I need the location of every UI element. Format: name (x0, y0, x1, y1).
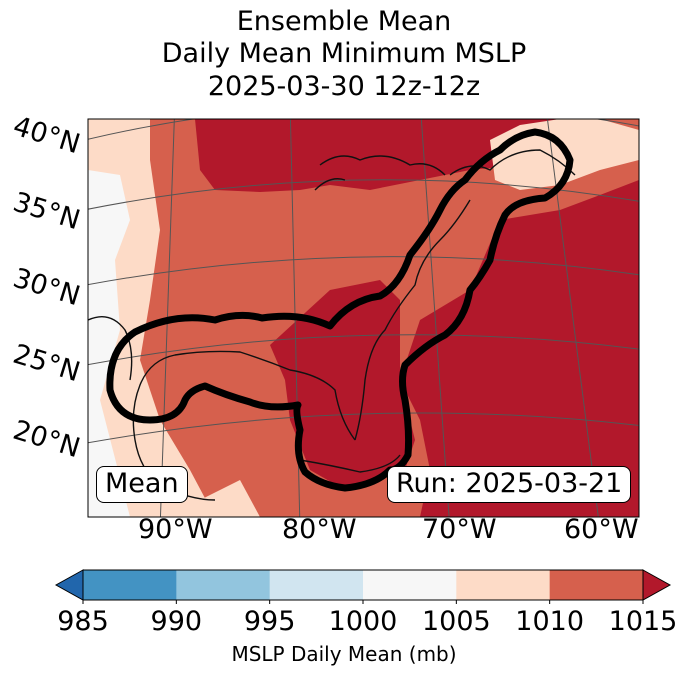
colorbar-tick-label: 990 (150, 606, 203, 637)
colorbar (54, 569, 672, 604)
field-1015-atlantic (400, 180, 639, 517)
graticule (88, 119, 639, 517)
colorbar-segment (549, 570, 644, 600)
colorbar-segment (269, 570, 364, 600)
lon-label-70w: 70°W (422, 514, 497, 545)
colorbar-segment (176, 570, 271, 600)
colorbar-label: MSLP Daily Mean (mb) (231, 642, 457, 666)
colorbar-tick-label: 985 (57, 606, 109, 637)
mean-label-box: Mean (96, 466, 188, 503)
colorbar-tick-label: 1015 (608, 606, 678, 637)
run-date-box: Run: 2025-03-21 (387, 466, 632, 503)
colorbar-extend-low (54, 569, 84, 601)
colorbar-tick-label: 995 (243, 606, 296, 637)
map-panel (88, 119, 639, 517)
title-line-1: Ensemble Mean (236, 6, 452, 37)
colorbar-tick-label: 1005 (421, 606, 491, 637)
mslp-contour (106, 128, 574, 492)
field-1005-south (200, 480, 260, 517)
title-line-2: Daily Mean Minimum MSLP (161, 38, 527, 69)
colorbar-extend-high (642, 569, 672, 601)
colorbar-tick-label: 1010 (515, 606, 585, 637)
title-line-3: 2025-03-30 12z-12z (207, 71, 481, 102)
colorbar-tick-label: 1000 (328, 606, 398, 637)
lon-label-80w: 80°W (282, 514, 357, 545)
lon-label-90w: 90°W (138, 514, 213, 545)
colorbar-segment (363, 570, 457, 600)
field-1015-gulf (270, 280, 415, 490)
field-1000-west (88, 170, 130, 517)
colorbar-segment (83, 570, 177, 600)
lon-label-60w: 60°W (564, 514, 639, 545)
colorbar-segment (456, 570, 551, 600)
map-frame (87, 118, 640, 518)
